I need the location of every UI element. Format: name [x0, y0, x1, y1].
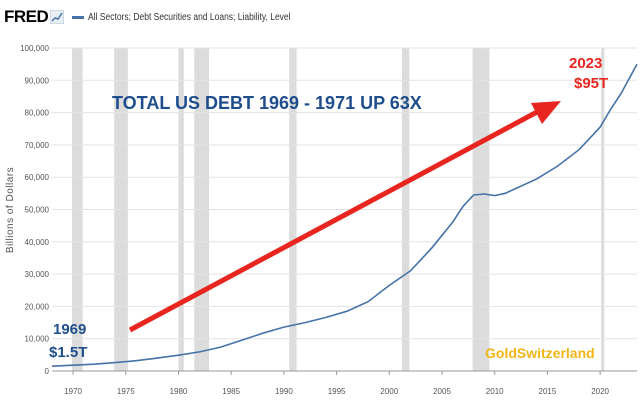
start-value-label: $1.5T [49, 344, 87, 361]
x-tick-label: 1985 [222, 387, 240, 396]
growth-arrow-head [531, 101, 561, 124]
chart-header: FRED All Sectors; Debt Securities and Lo… [4, 4, 327, 30]
x-tick-label: 2020 [591, 387, 609, 396]
fred-graph-icon [50, 10, 65, 24]
x-tick-label: 1970 [64, 387, 82, 396]
growth-arrow [128, 109, 539, 333]
y-tick-label: 0 [45, 367, 50, 376]
y-tick-label: 30,000 [25, 270, 50, 279]
y-tick-label: 40,000 [25, 238, 50, 247]
x-tick-label: 2010 [486, 387, 504, 396]
x-tick-label: 2015 [539, 387, 557, 396]
end-year-label: 2023 [569, 55, 602, 72]
x-tick-label: 2000 [380, 387, 398, 396]
brand-label: GoldSwitzerland [485, 345, 595, 361]
x-tick-label: 1995 [328, 387, 346, 396]
fred-logo[interactable]: FRED [4, 7, 49, 26]
x-tick-label: 1980 [170, 387, 188, 396]
y-tick-label: 70,000 [25, 141, 50, 150]
y-axis-label: Billions of Dollars [5, 167, 16, 253]
end-value-label: $95T [574, 75, 608, 92]
x-axis-ticks: 1970 1975 1980 1985 1990 1995 2000 2005 2010 2015… [64, 371, 610, 396]
y-tick-label: 100,000 [20, 44, 49, 53]
y-tick-label: 20,000 [25, 302, 50, 311]
y-tick-label: 90,000 [25, 76, 50, 85]
x-tick-label: 1990 [275, 387, 293, 396]
series-line [51, 63, 638, 367]
y-tick-label: 80,000 [25, 109, 50, 118]
y-tick-label: 10,000 [25, 335, 50, 344]
y-tick-label: 50,000 [25, 206, 50, 215]
legend-swatch [72, 15, 85, 19]
y-tick-label: 60,000 [25, 173, 50, 182]
x-tick-label: 2005 [433, 387, 451, 396]
y-axis-ticks: 0 10,000 20,000 30,000 40,000 50,000 60,000 70,… [20, 44, 49, 376]
x-tick-label: 1975 [117, 387, 135, 396]
start-year-label: 1969 [53, 321, 86, 338]
headline-annotation: TOTAL US DEBT 1969 - 1971 UP 63X [112, 93, 422, 113]
series-title: All Sectors; Debt Securities and Loans; … [88, 11, 291, 23]
